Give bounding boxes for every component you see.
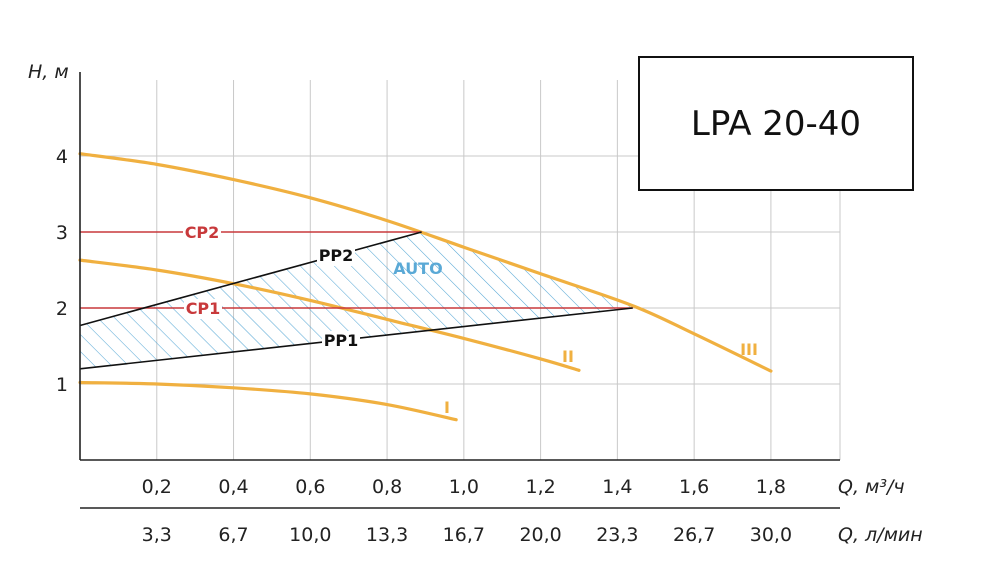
x2-tick-label: 20,0 — [519, 524, 561, 546]
y-axis-title: H, м — [28, 61, 69, 83]
x2-tick-label: 26,7 — [673, 524, 715, 546]
label-bg-cp1 — [184, 299, 222, 319]
curve-label-auto: AUTO — [393, 259, 442, 278]
label-bg-pp2 — [317, 246, 355, 266]
series-line-iii — [78, 152, 773, 373]
label-bg-cp2 — [183, 223, 221, 243]
x-tick-label: 0,8 — [372, 476, 402, 498]
y-tick-label: 2 — [56, 298, 68, 320]
x2-tick-label: 10,0 — [289, 524, 331, 546]
x-tick-label: 1,8 — [756, 476, 786, 498]
tick-labels: 0,2 3,3 0,4 6,7 0,6 10,0 0,8 13,3 1,0 16,7 1,2 20,0… — [28, 61, 923, 546]
x-tick-label: 0,6 — [295, 476, 325, 498]
x-tick-label: 0,4 — [218, 476, 248, 498]
curve-label-cp2: CP2 — [185, 223, 220, 242]
x2-tick-label: 3,3 — [142, 524, 172, 546]
x-tick-label: 1,4 — [602, 476, 632, 498]
curve-label-pp1: PP1 — [324, 331, 359, 350]
label-bg-pp1 — [322, 331, 360, 351]
curve-label-i: I — [444, 398, 450, 417]
x-axis-title: Q, м³/ч — [838, 476, 905, 498]
x-tick-label: 1,0 — [449, 476, 479, 498]
auto-region — [80, 232, 633, 369]
chart-title: LPA 20-40 — [690, 103, 862, 144]
curve-label-pp2: PP2 — [319, 246, 354, 265]
x2-tick-label: 30,0 — [750, 524, 792, 546]
curve-label-cp1: CP1 — [186, 299, 221, 318]
y-tick-label: 4 — [56, 146, 68, 168]
x2-tick-label: 13,3 — [366, 524, 408, 546]
x2-tick-label: 16,7 — [443, 524, 485, 546]
x2-tick-label: 6,7 — [218, 524, 248, 546]
curve-label-iii: III — [740, 340, 758, 359]
x-tick-label: 1,6 — [679, 476, 709, 498]
series-line-pp2 — [79, 231, 422, 327]
curve-label-ii: II — [562, 347, 574, 366]
series-line-i — [78, 380, 458, 422]
x-axis-title-secondary: Q, л/мин — [838, 524, 923, 546]
x2-tick-label: 23,3 — [596, 524, 638, 546]
y-tick-label: 1 — [56, 374, 68, 396]
axes — [79, 72, 840, 509]
x-tick-label: 1,2 — [525, 476, 555, 498]
y-tick-label: 3 — [56, 222, 68, 244]
x-tick-label: 0,2 — [142, 476, 172, 498]
model-box: LPA 20-40 — [638, 56, 914, 191]
